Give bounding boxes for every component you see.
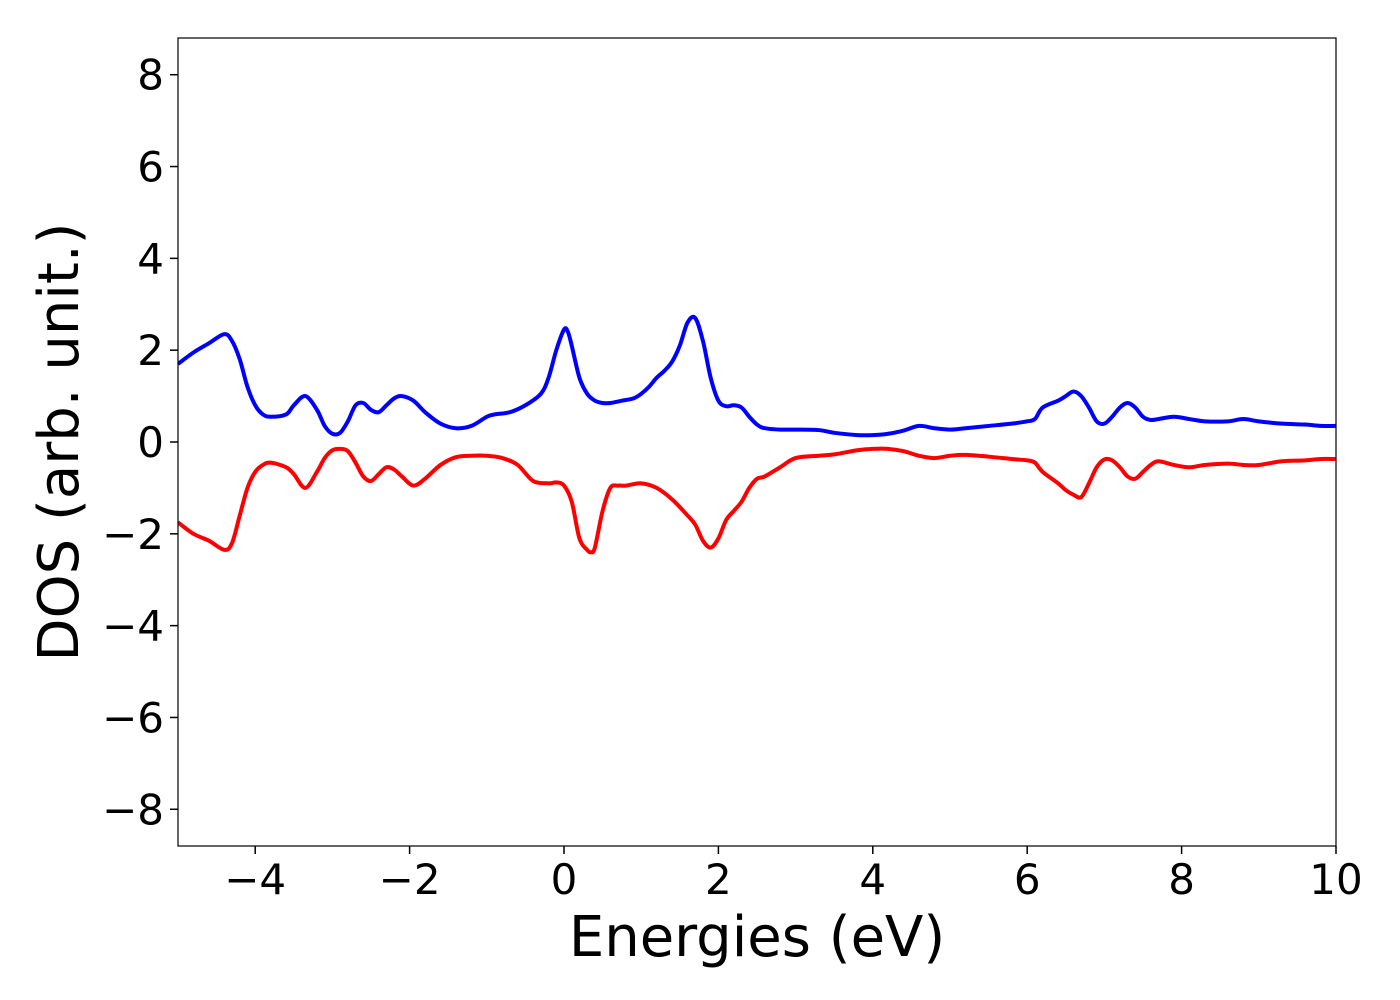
y-tick-label: −8 <box>102 785 164 834</box>
x-tick-label: 2 <box>705 855 732 904</box>
y-tick-label: 4 <box>137 234 164 283</box>
x-axis-title: Energies (eV) <box>569 905 945 970</box>
x-tick-label: −4 <box>224 855 286 904</box>
y-tick-label: −4 <box>102 602 164 651</box>
y-tick-label: 0 <box>137 418 164 467</box>
x-tick-label: 10 <box>1309 855 1362 904</box>
x-tick-label: 6 <box>1014 855 1041 904</box>
y-tick-label: −6 <box>102 693 164 742</box>
y-tick-label: 6 <box>137 143 164 192</box>
series-layer <box>178 314 1336 555</box>
y-tick-label: 2 <box>137 326 164 375</box>
y-tick-label: 8 <box>137 51 164 100</box>
x-tick-label: −2 <box>379 855 441 904</box>
tick-layer: −4 −2 0 2 4 6 8 10 8 6 4 2 0 −2 −4 −6 −8 <box>102 51 1363 904</box>
y-tick-label: −2 <box>102 510 164 559</box>
x-tick-label: 8 <box>1168 855 1195 904</box>
x-tick-label: 0 <box>551 855 578 904</box>
plot-frame <box>177 37 1337 847</box>
y-axis-title: DOS (arb. unit.) <box>27 222 92 661</box>
series-line-2 <box>178 446 1336 555</box>
series-line-1 <box>178 314 1336 438</box>
x-tick-label: 4 <box>859 855 886 904</box>
